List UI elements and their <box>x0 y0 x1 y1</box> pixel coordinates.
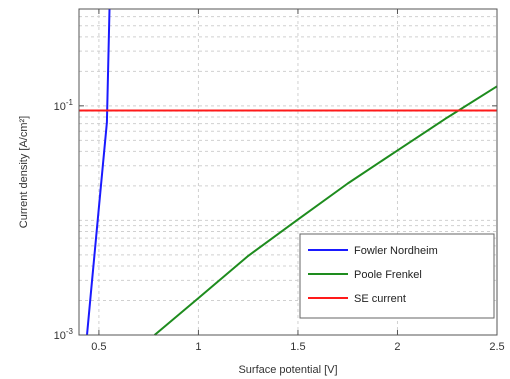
x-tick-label: 2.5 <box>489 341 504 353</box>
x-tick-label: 0.5 <box>91 341 106 353</box>
legend-label: SE current <box>354 293 406 305</box>
series-line-2 <box>153 85 498 336</box>
y-tick-label: 10-3 <box>54 327 74 342</box>
y-axis: 10-3 10-1 <box>54 98 497 342</box>
series-lines <box>79 8 498 336</box>
legend: Fowler Nordheim Poole Frenkel SE current <box>299 233 495 319</box>
legend-label: Fowler Nordheim <box>354 245 438 257</box>
plot-frame <box>78 8 498 336</box>
x-tick-label: 1.5 <box>290 341 305 353</box>
x-axis: 0.5 1 1.5 2 2.5 <box>91 9 505 353</box>
y-tick-label: 10-1 <box>54 98 74 113</box>
x-tick-label: 2 <box>394 341 400 353</box>
x-axis-label: Surface potential [V] <box>238 364 337 376</box>
legend-label: Poole Frenkel <box>354 269 422 281</box>
x-tick-label: 1 <box>195 341 201 353</box>
y-axis-label: Current density [A/cm²] <box>18 116 30 228</box>
series-line-1 <box>86 8 111 336</box>
legend-box <box>299 233 495 319</box>
